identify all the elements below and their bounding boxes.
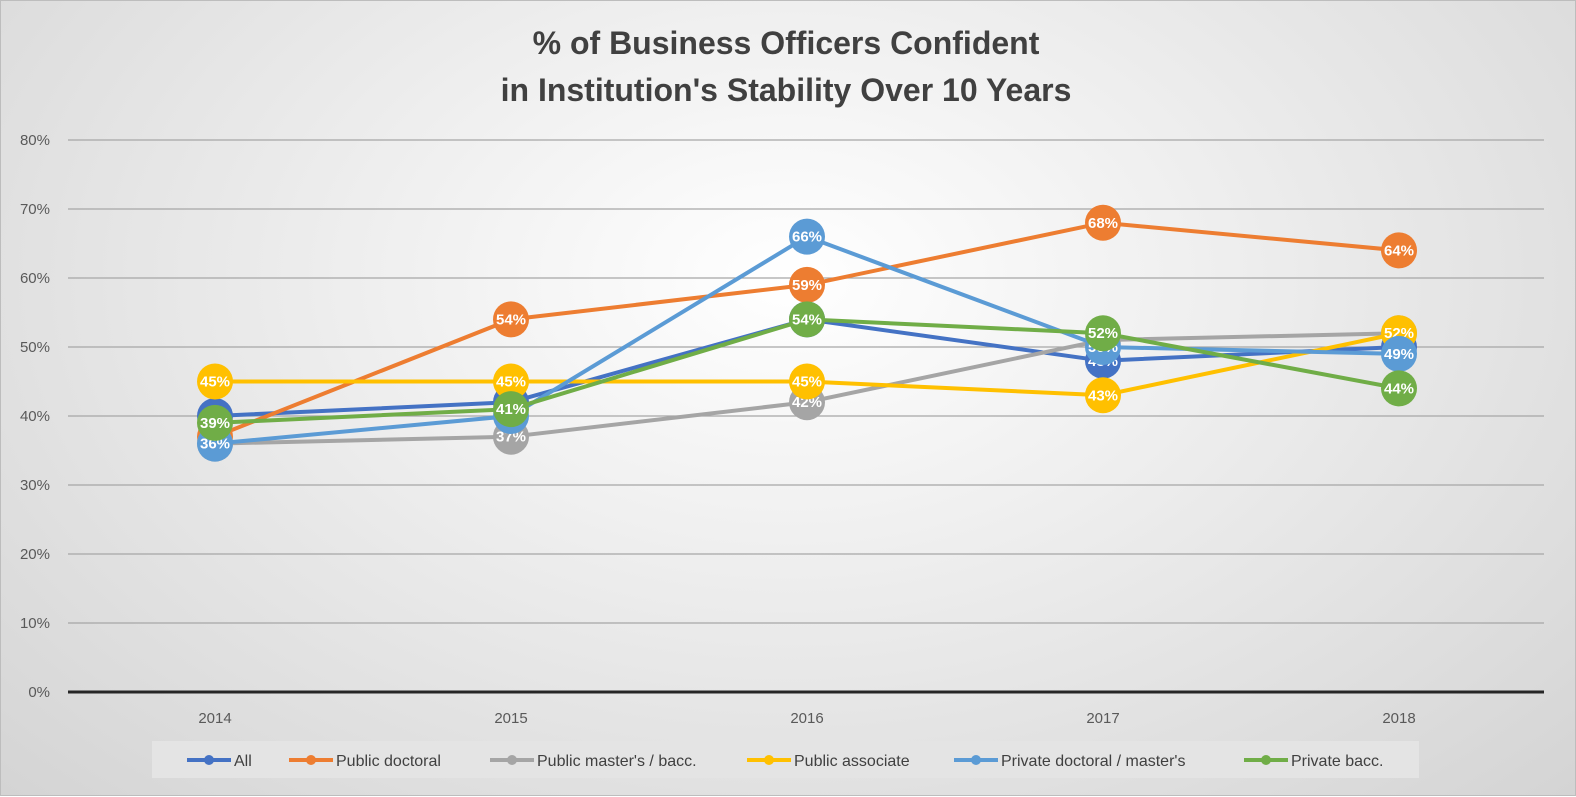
y-tick-label: 40% [20, 408, 50, 425]
x-tick-label: 2015 [494, 710, 527, 727]
x-tick-label: 2014 [198, 710, 231, 727]
data-label: 59% [792, 277, 822, 294]
legend-swatch-marker [204, 755, 214, 765]
y-tick-label: 30% [20, 477, 50, 494]
data-label: 44% [1384, 380, 1414, 397]
legend-swatch-marker [971, 755, 981, 765]
data-label: 54% [792, 311, 822, 328]
data-label: 36% [200, 436, 230, 453]
y-tick-label: 70% [20, 201, 50, 218]
data-label: 41% [496, 401, 526, 418]
data-label: 45% [792, 374, 822, 391]
legend-label: Private doctoral / master's [1001, 753, 1185, 770]
legend-swatch-marker [764, 755, 774, 765]
data-point [1381, 335, 1417, 372]
legend-swatch-marker [507, 755, 517, 765]
data-point [493, 391, 529, 428]
data-point [197, 404, 233, 441]
data-point [1381, 232, 1417, 269]
data-label: 68% [1088, 215, 1118, 232]
data-point [197, 363, 233, 400]
data-label: 39% [200, 415, 230, 432]
data-point [1085, 204, 1121, 241]
data-label: 52% [1088, 325, 1118, 342]
data-point [789, 266, 825, 303]
data-point [493, 301, 529, 338]
data-label: 64% [1384, 242, 1414, 259]
legend-label: Public doctoral [336, 753, 441, 770]
data-label: 49% [1384, 346, 1414, 363]
data-point [789, 301, 825, 338]
series-private-bacc: 39% 41% 54% 52% 44% [197, 301, 1417, 441]
y-tick-label: 20% [20, 546, 50, 563]
data-label: 45% [496, 374, 526, 391]
legend-swatch-marker [306, 755, 316, 765]
data-label: 43% [1088, 387, 1118, 404]
y-axis-ticks: 0% 10% 20% 30% 40% 50% 60% 70% 80% [20, 132, 50, 701]
series-group: 40%42%54%48%50%37%54%59%68%64%36%37%42%5… [197, 204, 1417, 462]
legend: All Public doctoral Public master's / bacc… [152, 741, 1419, 778]
x-axis-ticks: 2014 2015 2016 2017 2018 [198, 710, 1415, 727]
x-tick-label: 2018 [1382, 710, 1415, 727]
y-tick-label: 80% [20, 132, 50, 149]
y-tick-label: 0% [28, 684, 50, 701]
data-label: 54% [496, 311, 526, 328]
data-point [1085, 315, 1121, 352]
y-tick-label: 10% [20, 615, 50, 632]
data-point [493, 363, 529, 400]
data-label: 66% [792, 229, 822, 246]
data-point [789, 363, 825, 400]
chart-title-line-1: % of Business Officers Confident [533, 25, 1040, 61]
legend-label: Public associate [794, 753, 910, 770]
data-point [1381, 370, 1417, 407]
y-tick-label: 50% [20, 339, 50, 356]
legend-label: Public master's / bacc. [537, 753, 697, 770]
x-tick-label: 2016 [790, 710, 823, 727]
legend-swatch-marker [1261, 755, 1271, 765]
data-label: 42% [792, 394, 822, 411]
x-tick-label: 2017 [1086, 710, 1119, 727]
data-label: 45% [200, 374, 230, 391]
chart-title-line-2: in Institution's Stability Over 10 Years [501, 72, 1072, 108]
data-label: 37% [496, 429, 526, 446]
data-point [789, 218, 825, 255]
data-point [1085, 377, 1121, 414]
series-private-doctoral-master-s: 36%40%66%50%49% [197, 218, 1417, 462]
legend-label: All [234, 753, 252, 770]
legend-label: Private bacc. [1291, 753, 1383, 770]
y-tick-label: 60% [20, 270, 50, 287]
